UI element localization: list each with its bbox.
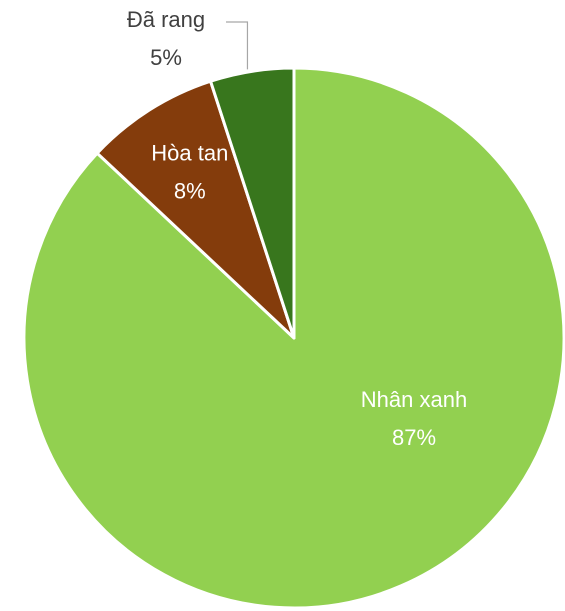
- pie-slice: [209, 66, 296, 340]
- data-label-name: Đã rang: [127, 7, 205, 32]
- leader-line: [226, 21, 249, 70]
- data-label-name: Nhân xanh: [361, 387, 467, 412]
- data-label-value: 5%: [150, 45, 182, 70]
- pie-slice: [95, 79, 296, 340]
- data-label-name: Hòa tan: [151, 141, 228, 166]
- data-label-value: 87%: [392, 425, 436, 450]
- data-label-value: 8%: [174, 179, 206, 204]
